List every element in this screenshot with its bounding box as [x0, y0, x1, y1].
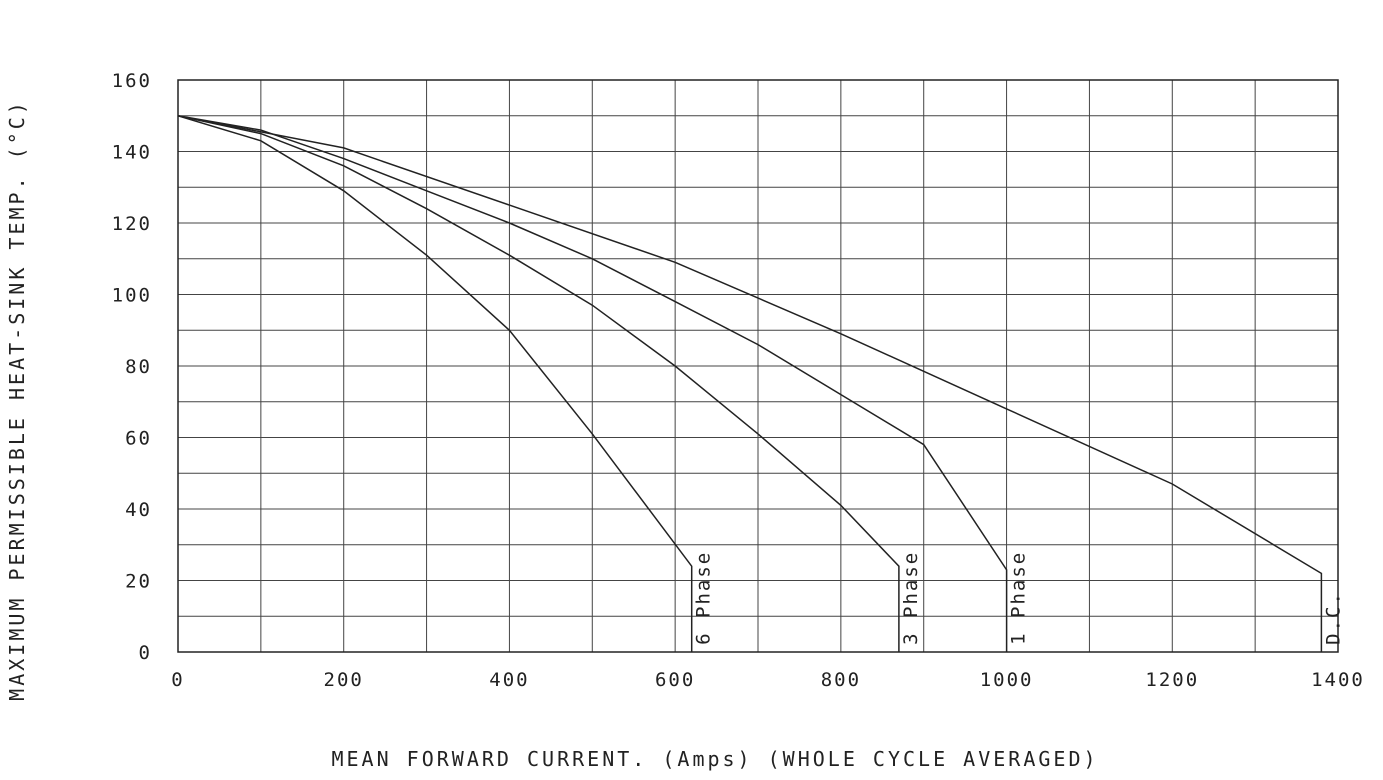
- y-tick-label: 100: [112, 285, 152, 307]
- y-tick-label: 60: [125, 428, 152, 450]
- y-tick-label: 140: [112, 142, 152, 164]
- series-label-3: D.C.: [1322, 591, 1344, 645]
- y-tick-labels: 0 20 40 60 80 100 120 140 160: [112, 70, 152, 664]
- y-tick-label: 20: [125, 571, 152, 593]
- series-line-2: [177, 115, 1008, 652]
- x-tick-label: 1400: [1311, 669, 1365, 691]
- y-tick-label: 120: [112, 213, 152, 235]
- x-tick-label: 1000: [980, 669, 1034, 691]
- x-tick-labels: 0 200 400 600 800 1000 1200 1400: [171, 669, 1365, 691]
- grid: [178, 80, 1338, 652]
- y-axis-label: MAXIMUM PERMISSIBLE HEAT-SINK TEMP. (°C): [5, 99, 29, 701]
- series-line-0: [177, 115, 693, 652]
- x-tick-label: 0: [171, 669, 184, 691]
- x-axis-label: MEAN FORWARD CURRENT. (Amps) (WHOLE CYCL…: [331, 747, 1098, 771]
- x-tick-label: 600: [655, 669, 695, 691]
- series-labels: 6 Phase 3 Phase 1 Phase D.C.: [693, 551, 1345, 645]
- x-tick-label: 800: [821, 669, 861, 691]
- series-line-3: [177, 115, 1323, 652]
- x-tick-label: 200: [324, 669, 364, 691]
- series-line-1: [177, 115, 900, 652]
- plot-frame: [177, 79, 1339, 653]
- series-label-0: 6 Phase: [693, 551, 715, 645]
- series-label-2: 1 Phase: [1008, 551, 1030, 645]
- series-label-1: 3 Phase: [900, 551, 922, 645]
- y-tick-label: 0: [139, 642, 152, 664]
- y-tick-label: 80: [125, 356, 152, 378]
- series-lines: [177, 115, 1323, 652]
- y-tick-label: 40: [125, 499, 152, 521]
- x-tick-label: 400: [489, 669, 529, 691]
- y-tick-label: 160: [112, 70, 152, 92]
- x-tick-label: 1200: [1145, 669, 1199, 691]
